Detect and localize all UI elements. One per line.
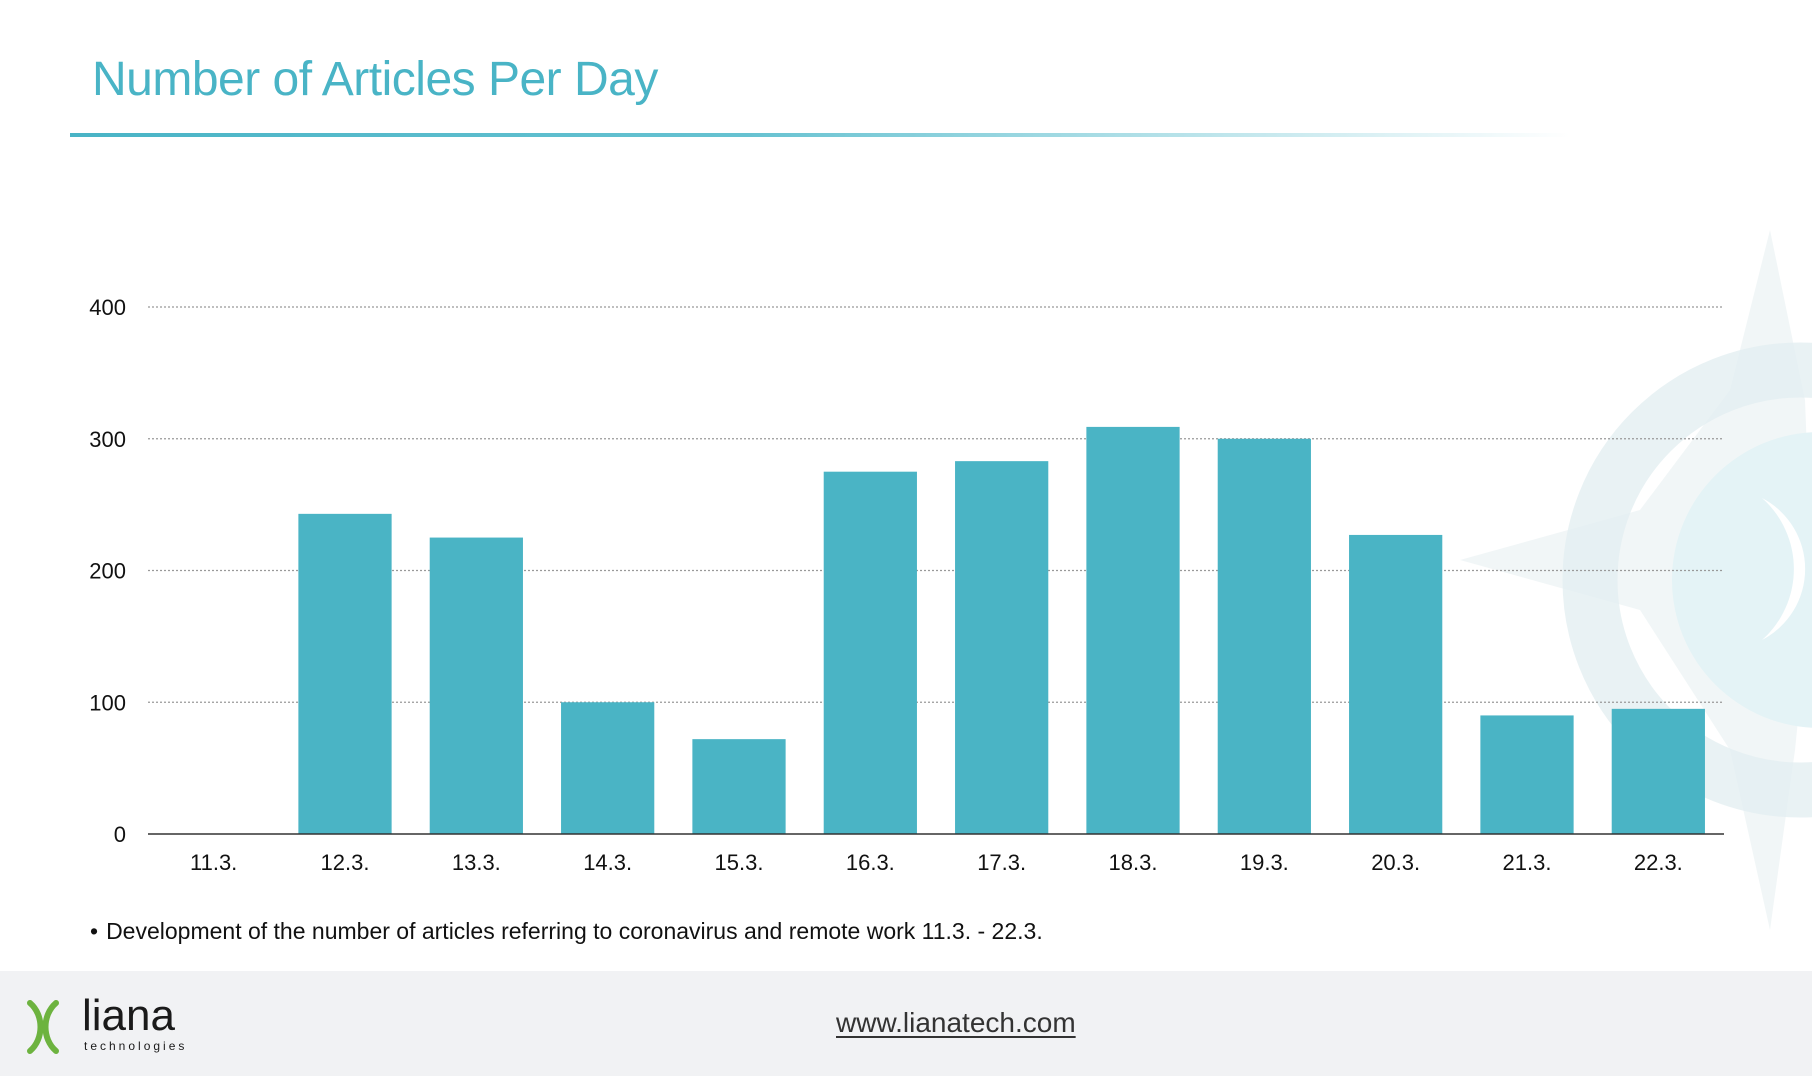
bar-13.3.: [429, 537, 523, 834]
x-tick-label: 11.3.: [190, 850, 237, 875]
gridlines: [148, 306, 1724, 703]
title-underline: [70, 133, 1570, 137]
caption-bullet: •: [90, 918, 99, 944]
footer: liana technologies www.lianatech.com: [0, 971, 1812, 1076]
compass-watermark-icon: [1460, 230, 1812, 930]
x-tick-label: 17.3.: [977, 850, 1026, 875]
liana-logo-icon: [27, 1000, 59, 1054]
bar-16.3.: [823, 471, 917, 834]
y-tick-label: 0: [114, 822, 126, 847]
x-tick-label: 22.3.: [1634, 850, 1683, 875]
caption-text: Development of the number of articles re…: [106, 918, 1043, 944]
website-link[interactable]: www.lianatech.com: [836, 1007, 1076, 1038]
x-tick-label: 20.3.: [1371, 850, 1420, 875]
chart-caption: • Development of the number of articles r…: [90, 918, 1043, 945]
bar-14.3.: [561, 702, 655, 834]
logo-subtitle: technologies: [84, 1039, 188, 1053]
bar-21.3.: [1480, 715, 1574, 834]
bar-18.3.: [1086, 426, 1180, 834]
x-tick-label: 18.3.: [1109, 850, 1158, 875]
liana-logo: liana technologies: [26, 991, 206, 1055]
x-tick-label: 16.3.: [846, 850, 895, 875]
x-tick-label: 14.3.: [583, 850, 632, 875]
bar-20.3.: [1349, 534, 1443, 834]
bar-17.3.: [955, 461, 1049, 834]
x-axis-ticks: 11.3. 12.3. 13.3. 14.3. 15.3. 16.3. 17.3. 18.3.…: [190, 850, 1683, 875]
logo-wordmark: liana: [82, 991, 175, 1040]
bar-15.3.: [692, 739, 786, 834]
y-tick-label: 400: [89, 295, 126, 320]
x-tick-label: 21.3.: [1503, 850, 1552, 875]
y-tick-label: 200: [89, 559, 126, 584]
x-tick-label: 19.3.: [1240, 850, 1289, 875]
x-tick-label: 13.3.: [452, 850, 501, 875]
bar-12.3.: [298, 513, 392, 834]
y-axis-ticks: 0 100 200 300 400: [89, 295, 126, 847]
bars: [298, 426, 1705, 834]
y-tick-label: 300: [89, 427, 126, 452]
x-tick-label: 15.3.: [715, 850, 764, 875]
bar-22.3.: [1611, 708, 1705, 834]
bar-19.3.: [1217, 438, 1311, 834]
x-tick-label: 12.3.: [321, 850, 370, 875]
y-tick-label: 100: [89, 690, 126, 715]
slide-title: Number of Articles Per Day: [92, 53, 658, 106]
